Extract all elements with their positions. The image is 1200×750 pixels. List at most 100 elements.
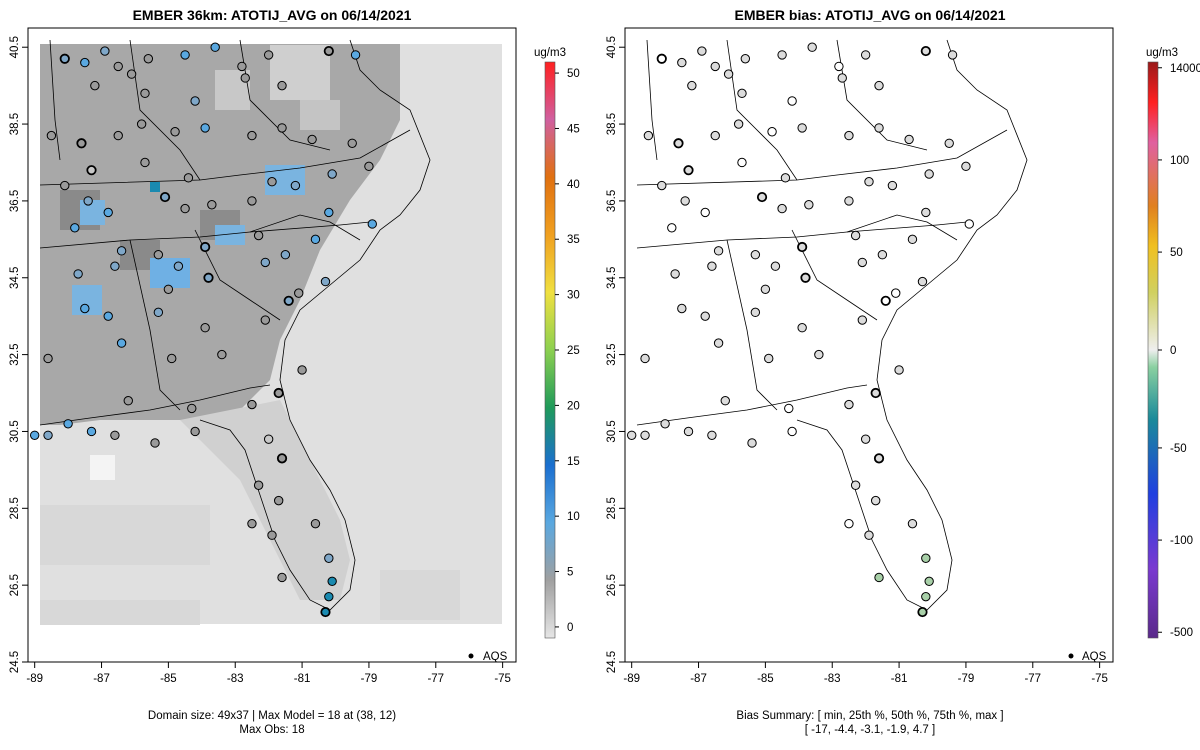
station-marker — [140, 88, 150, 99]
station-marker — [307, 134, 317, 145]
station-marker — [850, 230, 861, 241]
station-marker — [113, 61, 123, 72]
y-tick-label: 26.5 — [606, 574, 618, 596]
model-grid-hotspot — [215, 225, 245, 245]
station-marker — [924, 576, 934, 587]
station-marker — [153, 307, 164, 318]
colorbar-tick-label: 0 — [1170, 345, 1176, 357]
station-marker — [784, 403, 794, 414]
station-marker — [764, 353, 774, 364]
station-marker — [59, 53, 70, 64]
bias-boundaries — [636, 39, 1028, 611]
state-line-wv — [836, 39, 928, 151]
bias-legend-dot — [1068, 653, 1074, 659]
station-marker — [324, 207, 334, 218]
model-grid-patch — [40, 600, 200, 625]
x-tick-label: -83 — [824, 673, 841, 685]
station-marker — [297, 365, 307, 375]
y-tick-label: 36.5 — [606, 190, 618, 212]
state-line-al-ga — [726, 239, 778, 411]
station-marker — [804, 200, 814, 210]
model-grid-hotspot — [150, 258, 190, 288]
y-tick-label: 28.5 — [606, 497, 618, 519]
station-marker — [46, 130, 57, 141]
station-marker — [767, 127, 777, 137]
station-marker — [86, 426, 97, 437]
station-marker — [260, 315, 271, 325]
station-marker — [700, 207, 710, 218]
bias-panel: EMBER bias: ATOTIJ_AVG on 06/14/2021 -89… — [606, 7, 1200, 736]
state-line-fl — [636, 384, 868, 426]
station-marker — [737, 157, 747, 168]
station-marker — [750, 307, 761, 318]
station-marker — [643, 130, 654, 141]
station-marker — [920, 45, 931, 57]
station-marker — [323, 45, 334, 57]
model-grid-hotspot — [80, 200, 105, 225]
y-tick-label: 34.5 — [606, 267, 618, 289]
colorbar-tick-label: 25 — [567, 345, 580, 357]
station-marker — [874, 123, 884, 133]
colorbar-tick-label: 15 — [567, 456, 580, 468]
station-marker — [90, 80, 100, 91]
station-marker — [263, 434, 274, 444]
model-plot-frame — [27, 27, 517, 663]
station-marker — [283, 295, 294, 306]
station-marker — [116, 246, 127, 256]
station-marker — [253, 230, 264, 241]
station-marker — [86, 165, 97, 176]
station-marker — [844, 518, 854, 529]
station-marker — [670, 269, 680, 279]
x-tick-label: -79 — [958, 673, 975, 685]
model-colorbar: ug/m3 0 5 10 15 20 25 30 35 40 45 50 — [534, 47, 580, 639]
station-marker — [150, 438, 160, 448]
station-marker — [907, 234, 918, 245]
x-tick-label: -79 — [361, 673, 378, 685]
bias-x-axis: -89 -87 -85 -83 -81 -79 -77 -75 — [623, 662, 1108, 685]
colorbar-tick-label: 50 — [1170, 247, 1183, 259]
model-y-axis: 40.5 38.5 36.5 34.5 32.5 30.5 28.5 26.5 24.5 — [9, 36, 28, 673]
station-marker — [756, 191, 768, 203]
model-footer-line1: Domain size: 49x37 | Max Model = 18 at (… — [148, 710, 396, 722]
colorbar-tick-label: -100 — [1170, 535, 1193, 547]
x-tick-label: -77 — [1024, 673, 1041, 685]
station-marker — [200, 241, 211, 253]
station-marker — [944, 138, 954, 148]
x-tick-label: -87 — [93, 673, 110, 685]
station-marker — [870, 495, 881, 506]
station-marker — [324, 553, 334, 563]
state-line-tn-ga — [39, 221, 371, 249]
station-marker — [276, 453, 288, 464]
station-marker — [777, 50, 787, 60]
station-marker — [29, 430, 40, 440]
colorbar-tick-label: 10 — [567, 511, 580, 523]
state-line-nc-sc — [249, 214, 361, 241]
model-grid-patch — [380, 570, 460, 620]
station-marker — [640, 353, 650, 364]
station-marker — [814, 349, 824, 360]
station-marker — [294, 288, 304, 298]
station-marker — [367, 219, 377, 229]
station-marker — [260, 257, 271, 268]
station-marker — [797, 123, 807, 133]
station-marker — [680, 196, 690, 206]
station-marker — [687, 80, 697, 91]
model-panel: EMBER 36km: ATOTIJ_AVG on 06/14/2021 — [9, 7, 580, 736]
y-tick-label: 32.5 — [9, 343, 21, 365]
station-marker — [800, 272, 811, 283]
colorbar-tick-label: 35 — [567, 234, 580, 246]
station-marker — [857, 257, 868, 268]
station-marker — [860, 50, 871, 60]
station-marker — [787, 96, 797, 106]
station-marker — [891, 288, 901, 298]
state-line-fl — [39, 384, 271, 426]
station-marker — [126, 69, 137, 79]
y-tick-label: 32.5 — [606, 343, 618, 365]
colorbar-tick-label: 100 — [1170, 155, 1189, 167]
station-marker — [834, 61, 844, 72]
station-marker — [844, 196, 854, 206]
colorbar-tick-label: 20 — [567, 400, 580, 412]
station-marker — [217, 349, 227, 360]
